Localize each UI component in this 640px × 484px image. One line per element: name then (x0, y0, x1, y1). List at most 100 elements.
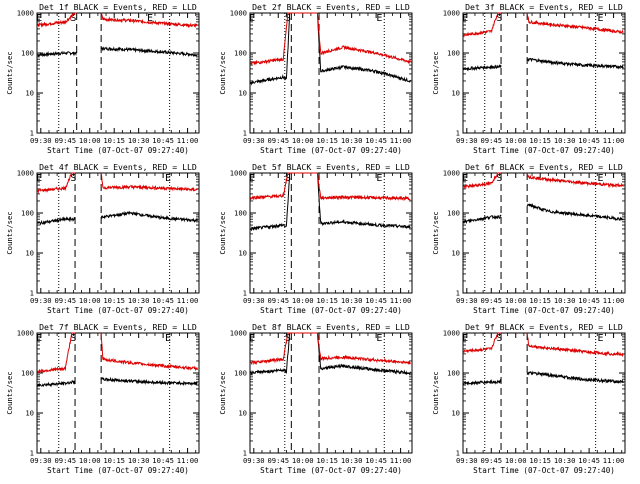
x-tick-label: 09:30 (243, 456, 265, 465)
x-tick-label: 10:15 (103, 296, 125, 305)
events-series-line (463, 378, 502, 386)
plot-frame (249, 332, 413, 454)
interval-marker-label: S (70, 333, 76, 344)
lld-series-line (463, 332, 502, 354)
lld-series-line (526, 332, 624, 358)
panel-title: Det 8f BLACK = Events, RED = LLD (252, 322, 410, 332)
x-tick-label: 10:00 (292, 456, 314, 465)
x-tick-label: 10:45 (152, 296, 174, 305)
y-tick-label: 10 (451, 249, 460, 258)
y-tick-label: 10 (25, 409, 34, 418)
x-tick-label: 09:45 (54, 296, 76, 305)
chart-panel-8: Det 8f BLACK = Events, RED = LLD 1 10 100 10… (218, 322, 413, 475)
x-tick-label: 11:00 (603, 456, 625, 465)
interval-marker-label: E (462, 173, 468, 184)
interval-marker-label: S (70, 173, 76, 184)
x-axis-label: Start Time (07-Oct-07 09:27:40) (260, 466, 402, 475)
interval-marker-label: E (249, 173, 255, 184)
lld-series-line (250, 172, 411, 202)
x-tick-label: 09:30 (456, 136, 478, 145)
panel-title: Det 4f BLACK = Events, RED = LLD (39, 162, 197, 172)
y-axis-label: Counts/sec (431, 51, 440, 94)
events-series-line (526, 370, 624, 384)
x-tick-label: 10:45 (365, 136, 387, 145)
y-tick-label: 10 (238, 89, 247, 98)
plot-frame (249, 172, 413, 294)
lld-series-line (526, 172, 624, 189)
chart-panel-2: Det 2f BLACK = Events, RED = LLD 1 10 100 10… (218, 2, 413, 155)
interval-marker-label: E (165, 173, 171, 184)
x-tick-label: 10:15 (529, 456, 551, 465)
x-tick-label: 09:45 (54, 456, 76, 465)
interval-marker-label: E (598, 173, 604, 184)
x-tick-label: 11:00 (177, 296, 199, 305)
y-axis-label: Counts/sec (5, 211, 14, 254)
plot-frame (462, 172, 626, 294)
interval-marker-label: E (249, 13, 255, 24)
x-tick-label: 10:15 (529, 136, 551, 145)
y-tick-label: 1 (243, 129, 247, 138)
chart-panel-5: Det 5f BLACK = Events, RED = LLD 1 10 100 10… (218, 162, 413, 315)
x-tick-label: 11:00 (603, 296, 625, 305)
interval-marker-label: E (376, 333, 382, 344)
x-tick-label: 10:30 (128, 456, 150, 465)
x-tick-label: 09:30 (456, 296, 478, 305)
plot-frame (36, 332, 200, 454)
plot-frame (462, 12, 626, 134)
x-tick-label: 09:45 (480, 296, 502, 305)
y-axis-label: Counts/sec (431, 211, 440, 254)
events-series-line (37, 50, 78, 58)
x-tick-label: 09:30 (456, 456, 478, 465)
x-tick-label: 09:45 (267, 136, 289, 145)
x-tick-label: 11:00 (390, 296, 412, 305)
x-tick-label: 10:45 (578, 136, 600, 145)
interval-marker-label: S (496, 333, 502, 344)
chart-panel-9: Det 9f BLACK = Events, RED = LLD 1 10 100 10… (431, 322, 626, 475)
lld-series-line (250, 332, 411, 366)
events-series-line (250, 12, 411, 86)
y-tick-label: 100 (447, 49, 460, 58)
panel-title: Det 7f BLACK = Events, RED = LLD (39, 322, 197, 332)
interval-marker-label: E (249, 333, 255, 344)
x-axis-label: Start Time (07-Oct-07 09:27:40) (473, 466, 615, 475)
interval-marker-label: S (496, 13, 502, 24)
y-tick-label: 1000 (230, 9, 247, 18)
x-tick-label: 11:00 (177, 456, 199, 465)
lld-series-line (463, 12, 502, 38)
x-tick-label: 10:30 (554, 456, 576, 465)
interval-marker-label: E (36, 13, 42, 24)
x-tick-label: 09:45 (54, 136, 76, 145)
y-tick-label: 10 (25, 89, 34, 98)
x-tick-label: 10:00 (79, 296, 101, 305)
x-tick-label: 10:00 (292, 296, 314, 305)
x-tick-label: 11:00 (390, 456, 412, 465)
interval-marker-label: E (36, 333, 42, 344)
events-series-line (100, 376, 198, 387)
events-series-line (100, 46, 198, 58)
y-tick-label: 1000 (17, 329, 34, 338)
x-tick-label: 10:30 (554, 296, 576, 305)
x-tick-label: 10:00 (79, 456, 101, 465)
interval-marker-label: S (285, 13, 291, 24)
x-tick-label: 09:45 (267, 296, 289, 305)
events-series-line (37, 216, 76, 226)
chart-panel-1: Det 1f BLACK = Events, RED = LLD 1 10 100 10… (5, 2, 200, 155)
x-tick-label: 10:45 (152, 136, 174, 145)
interval-marker-label: E (462, 13, 468, 24)
plot-frame (462, 332, 626, 454)
y-tick-label: 1 (30, 289, 34, 298)
y-axis-label: Counts/sec (431, 371, 440, 414)
y-tick-label: 1000 (230, 329, 247, 338)
x-axis-label: Start Time (07-Oct-07 09:27:40) (47, 146, 189, 155)
y-tick-label: 10 (451, 409, 460, 418)
x-tick-label: 10:00 (292, 136, 314, 145)
x-tick-label: 10:00 (505, 136, 527, 145)
x-axis-label: Start Time (07-Oct-07 09:27:40) (260, 306, 402, 315)
x-tick-label: 10:15 (103, 456, 125, 465)
y-tick-label: 100 (447, 369, 460, 378)
x-axis-label: Start Time (07-Oct-07 09:27:40) (47, 306, 189, 315)
x-tick-label: 10:30 (341, 136, 363, 145)
lld-series-line (37, 11, 77, 28)
